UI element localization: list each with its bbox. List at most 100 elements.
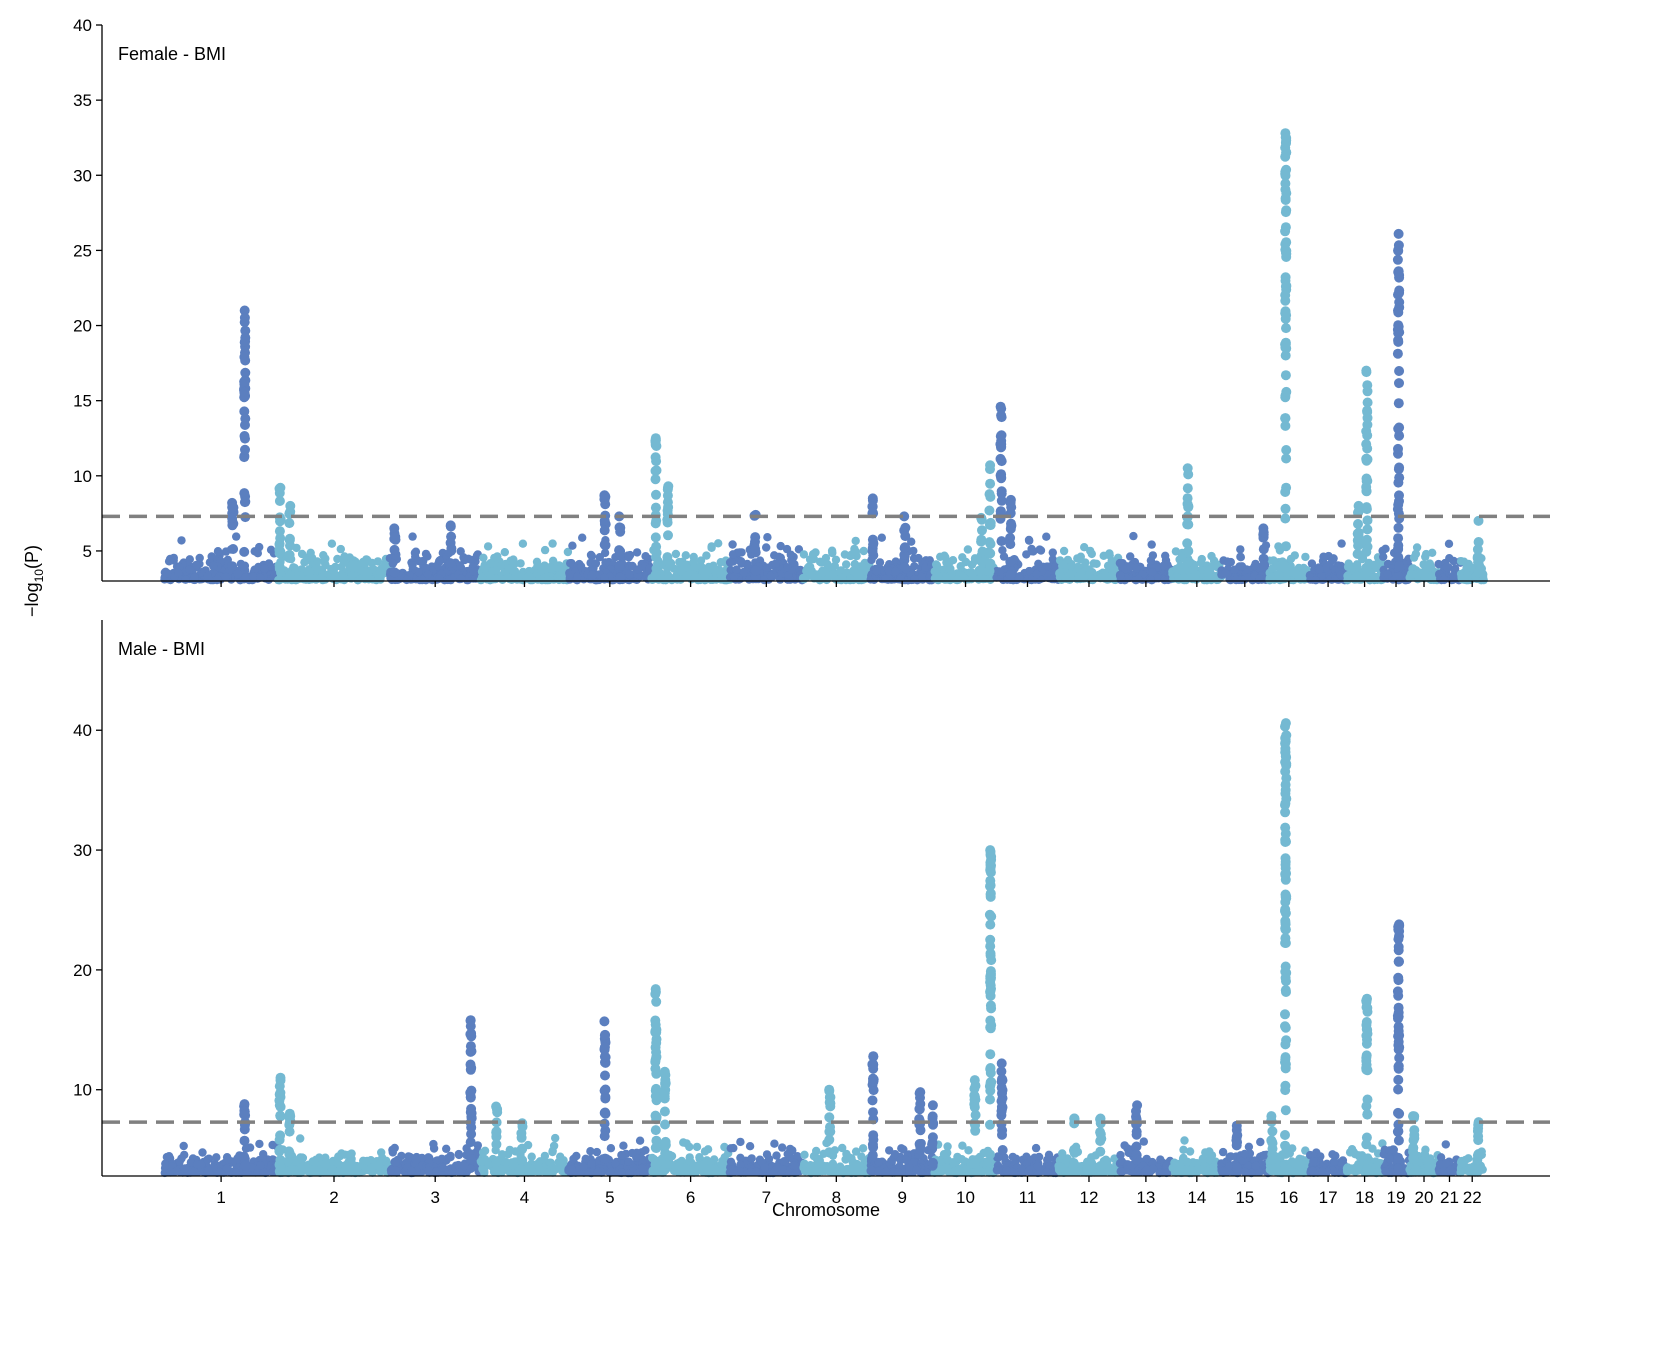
data-point	[939, 1150, 949, 1159]
data-point	[1031, 1143, 1041, 1153]
data-point	[615, 546, 626, 557]
data-points	[160, 718, 1487, 1178]
data-point	[771, 559, 780, 568]
data-point	[895, 575, 905, 584]
data-point	[1361, 453, 1372, 464]
data-point	[812, 1146, 821, 1156]
data-point	[1192, 570, 1201, 579]
data-point	[760, 1163, 769, 1172]
data-point	[1005, 570, 1016, 580]
data-point	[274, 526, 285, 537]
data-point	[995, 506, 1006, 517]
data-point	[1434, 559, 1443, 569]
data-point	[543, 575, 552, 585]
data-point	[780, 1157, 789, 1166]
data-point	[424, 1166, 433, 1175]
data-point	[818, 1166, 827, 1176]
data-point	[600, 540, 611, 551]
data-point	[505, 1145, 514, 1155]
data-point	[442, 1144, 451, 1154]
data-point	[240, 413, 251, 424]
data-point	[714, 539, 723, 548]
data-point	[500, 548, 509, 557]
data-point	[943, 1142, 952, 1151]
data-point	[486, 559, 495, 568]
data-point	[1353, 527, 1364, 538]
data-point	[1177, 566, 1187, 576]
data-point	[221, 572, 231, 582]
data-point	[222, 1164, 232, 1173]
data-point	[305, 567, 314, 576]
data-point	[729, 1166, 738, 1176]
data-point	[1413, 570, 1422, 579]
data-point	[312, 564, 321, 573]
data-point	[735, 548, 744, 557]
data-point	[1280, 281, 1291, 292]
data-point	[1281, 133, 1292, 143]
data-point	[1202, 575, 1212, 584]
data-point	[402, 575, 411, 585]
data-point	[968, 571, 977, 580]
data-point	[390, 1143, 399, 1153]
data-point	[1042, 1168, 1051, 1177]
data-point	[414, 556, 423, 566]
data-point	[239, 376, 250, 387]
data-point	[1274, 569, 1283, 579]
data-point	[1042, 532, 1051, 541]
data-point	[548, 539, 557, 548]
data-point	[675, 1160, 684, 1170]
panel-title: Male - BMI	[118, 639, 205, 659]
data-point	[362, 555, 371, 564]
data-point	[213, 547, 223, 556]
data-point	[827, 1164, 836, 1173]
data-point	[720, 1142, 729, 1152]
data-point	[707, 542, 716, 551]
data-point	[239, 546, 250, 557]
data-point	[333, 1158, 342, 1168]
y-tick-label: 15	[73, 392, 92, 411]
data-point	[1126, 552, 1135, 561]
data-point	[849, 566, 858, 575]
data-point	[1352, 560, 1362, 569]
data-point	[838, 1143, 847, 1153]
data-point	[240, 336, 251, 347]
data-point	[772, 1151, 781, 1160]
data-point	[466, 1164, 476, 1174]
data-point	[996, 536, 1007, 547]
data-point	[696, 556, 706, 565]
data-point	[1184, 566, 1193, 575]
data-point	[1017, 1164, 1026, 1174]
data-point	[563, 547, 573, 557]
data-point	[728, 540, 737, 549]
data-point	[548, 556, 558, 565]
data-point	[872, 566, 881, 576]
data-point	[703, 1167, 712, 1176]
data-point	[172, 1166, 181, 1176]
data-point	[728, 550, 738, 559]
data-point	[726, 1157, 736, 1167]
data-point	[1146, 575, 1156, 584]
data-point	[650, 532, 661, 543]
data-point	[977, 557, 988, 568]
data-point	[1024, 1166, 1033, 1176]
data-point	[1411, 549, 1421, 559]
data-point	[1393, 320, 1404, 331]
data-point	[227, 502, 238, 513]
data-point	[192, 1160, 202, 1169]
data-point	[1379, 552, 1388, 561]
data-point	[1362, 524, 1373, 535]
data-point	[881, 574, 890, 584]
data-point	[328, 1165, 337, 1174]
data-point	[476, 575, 486, 585]
data-point	[1280, 313, 1291, 324]
data-point	[250, 565, 259, 574]
data-point	[1280, 370, 1291, 381]
data-point	[1281, 323, 1291, 334]
y-tick-label: 35	[73, 91, 92, 110]
data-point	[239, 561, 248, 571]
data-point	[851, 1147, 861, 1156]
data-point	[179, 1141, 188, 1151]
data-point	[573, 572, 582, 581]
data-point	[830, 561, 839, 571]
data-point	[1196, 558, 1206, 567]
